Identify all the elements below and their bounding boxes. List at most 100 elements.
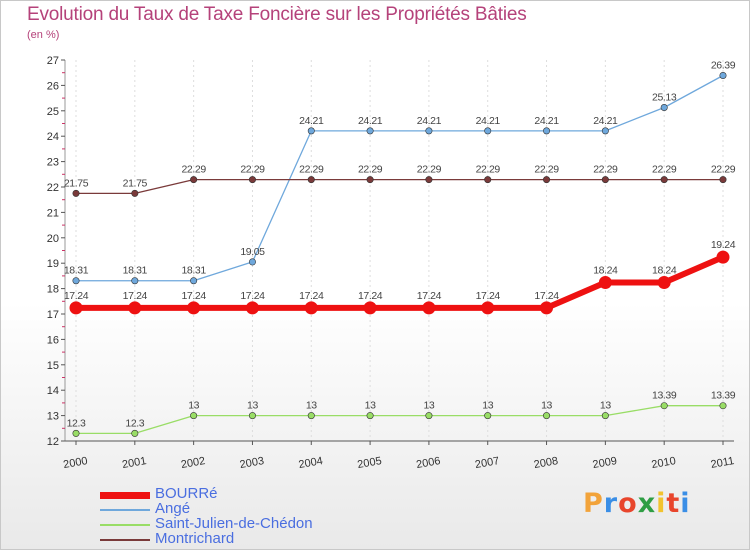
data-label: 24.21	[476, 115, 501, 127]
data-label: 19.24	[711, 239, 736, 251]
data-point	[660, 176, 668, 184]
data-point	[543, 412, 551, 420]
data-label: 17.24	[358, 290, 383, 302]
data-point	[719, 71, 727, 79]
data-label: 21.75	[123, 177, 148, 189]
legend-item: Montrichard	[100, 530, 400, 547]
data-label: 17.24	[123, 290, 148, 302]
data-point	[366, 412, 374, 420]
data-point	[484, 127, 492, 135]
x-tick-label: 2007	[474, 455, 500, 471]
data-label: 22.29	[711, 164, 736, 176]
data-label: 24.21	[299, 115, 324, 127]
data-point	[366, 127, 374, 135]
data-label: 22.29	[417, 164, 442, 176]
data-label: 13	[541, 400, 552, 412]
data-label: 22.29	[534, 164, 559, 176]
legend-swatch	[100, 524, 150, 526]
data-point	[422, 301, 436, 315]
legend-label: Saint-Julien-de-Chédon	[155, 515, 313, 532]
data-label: 22.29	[240, 164, 265, 176]
y-tick-label: 17	[47, 309, 59, 321]
x-tick-label: 2003	[239, 455, 265, 471]
data-label: 13	[247, 400, 258, 412]
data-point	[601, 412, 609, 420]
x-tick-label: 2002	[180, 455, 206, 471]
data-point	[69, 301, 83, 315]
data-point	[190, 176, 198, 184]
data-point	[543, 127, 551, 135]
data-point	[601, 127, 609, 135]
y-tick-label: 25	[47, 106, 59, 118]
x-tick-label: 2004	[298, 455, 324, 471]
data-label: 17.24	[299, 290, 324, 302]
legend-swatch	[100, 509, 150, 511]
chart-title: Evolution du Taux de Taxe Foncière sur l…	[27, 4, 527, 25]
y-tick-label: 21	[47, 207, 59, 219]
data-point	[187, 301, 201, 315]
data-label: 17.24	[534, 290, 559, 302]
data-point	[481, 301, 495, 315]
legend-swatch	[100, 491, 150, 499]
logo-letter: i	[656, 488, 667, 519]
data-point	[540, 301, 554, 315]
data-label: 22.29	[593, 164, 618, 176]
data-label: 13	[482, 400, 493, 412]
data-label: 12.3	[125, 417, 144, 429]
logo-letter: x	[637, 488, 657, 519]
data-point	[660, 103, 668, 111]
data-point	[598, 276, 612, 290]
legend-label: BOURRé	[155, 485, 218, 502]
data-point	[72, 429, 80, 437]
series-line	[75, 74, 724, 282]
legend-item: BOURRé	[100, 485, 400, 502]
data-point	[425, 412, 433, 420]
data-label: 26.39	[711, 59, 736, 71]
data-label: 13	[306, 400, 317, 412]
y-tick-label: 24	[47, 131, 59, 143]
data-label: 17.24	[476, 290, 501, 302]
data-label: 21.75	[64, 177, 89, 189]
data-point	[248, 176, 256, 184]
logo-letter: r	[603, 488, 619, 519]
data-point	[484, 176, 492, 184]
x-tick-label: 2008	[533, 455, 559, 471]
data-point	[307, 127, 315, 135]
data-point	[72, 277, 80, 285]
data-point	[425, 127, 433, 135]
data-point	[307, 412, 315, 420]
data-label: 17.24	[417, 290, 442, 302]
legend-label: Angé	[155, 500, 191, 517]
data-label: 22.29	[181, 164, 206, 176]
chart-legend: BOURRé Angé Saint-Julien-de-Chédon Montrich…	[100, 485, 400, 547]
data-point	[719, 402, 727, 410]
data-label: 25.13	[652, 91, 677, 103]
x-tick-label: 2009	[592, 455, 618, 471]
data-label: 18.31	[123, 265, 148, 277]
data-point	[72, 189, 80, 197]
y-tick-label: 13	[47, 411, 59, 423]
data-point	[366, 176, 374, 184]
data-label: 17.24	[181, 290, 206, 302]
data-point	[660, 402, 668, 410]
chart-subtitle: (en %)	[27, 29, 60, 41]
y-tick-label: 27	[47, 55, 59, 67]
data-point	[425, 176, 433, 184]
data-point	[190, 412, 198, 420]
y-tick-label: 26	[47, 80, 59, 92]
x-tick-label: 2001	[121, 455, 147, 471]
data-point	[190, 277, 198, 285]
y-tick-label: 16	[47, 334, 59, 346]
x-tick-label: 2010	[651, 455, 677, 471]
data-point	[657, 276, 671, 290]
series-line	[73, 254, 726, 311]
data-point	[601, 176, 609, 184]
legend-item: Angé	[100, 500, 400, 517]
data-label: 13	[365, 400, 376, 412]
data-label: 19.05	[240, 246, 265, 258]
logo-letter: i	[680, 488, 691, 519]
data-point	[363, 301, 377, 315]
data-label: 22.29	[358, 164, 383, 176]
